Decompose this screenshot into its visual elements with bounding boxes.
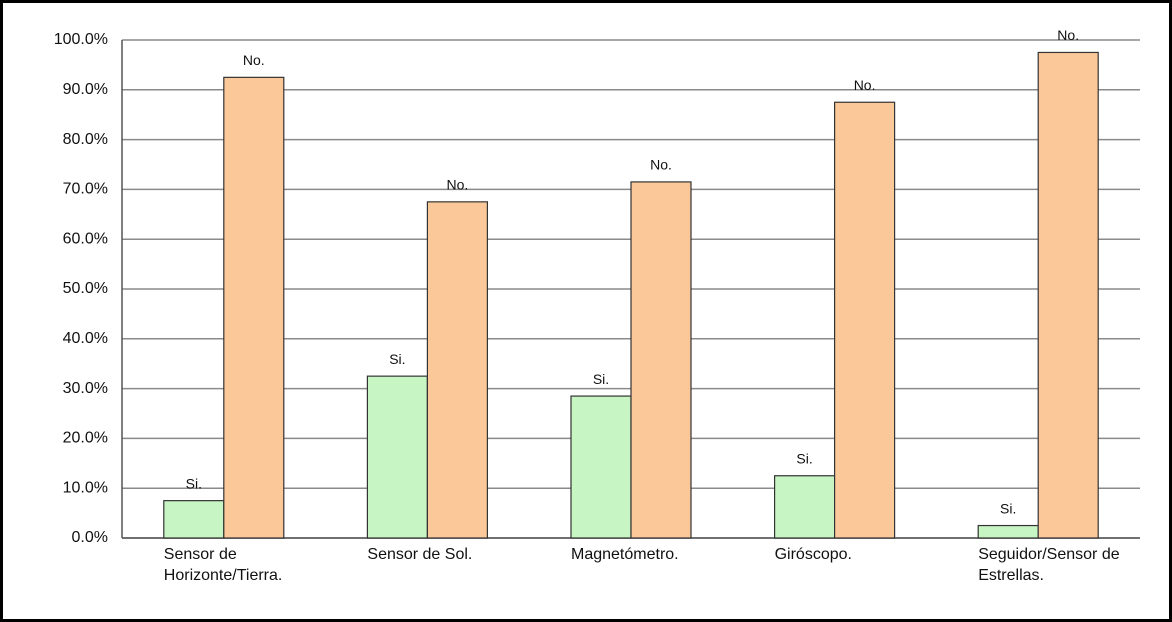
data-label: No. (243, 52, 265, 68)
x-tick-label: Sensor de Sol. (367, 546, 473, 563)
x-tick-label: Magnetómetro. (571, 546, 679, 563)
bar (833, 101, 896, 539)
y-tick-label: 90.0% (63, 81, 108, 98)
y-tick-label: 40.0% (63, 330, 108, 347)
data-label: No. (650, 157, 672, 173)
data-label: Si. (186, 475, 202, 491)
bar (1037, 51, 1099, 539)
y-tick-label: 80.0% (63, 131, 108, 148)
y-tick-label: 20.0% (63, 430, 108, 447)
data-label: Si. (593, 371, 609, 387)
x-tick-label: Sensor de Horizonte/Tierra. (163, 546, 283, 584)
x-tick-label: Giróscopo. (774, 546, 852, 563)
y-tick-label: 70.0% (63, 181, 108, 198)
bar (977, 524, 1039, 539)
bar (223, 76, 285, 539)
y-tick-label: 10.0% (63, 479, 108, 496)
data-label: Si. (796, 450, 812, 466)
data-label: Si. (389, 351, 405, 367)
y-tick-label: 50.0% (63, 280, 108, 297)
data-label: No. (447, 177, 469, 193)
bar (773, 475, 836, 539)
bar (570, 395, 632, 539)
bar (630, 181, 692, 539)
y-tick-label: 0.0% (72, 529, 108, 546)
x-tick-label: Seguidor/Sensor de Estrellas. (978, 546, 1120, 584)
y-tick-label: 100.0% (54, 31, 108, 48)
y-tick-label: 60.0% (63, 230, 108, 247)
data-label: No. (854, 77, 876, 93)
bar (366, 375, 428, 539)
y-tick-label: 30.0% (63, 380, 108, 397)
data-label: No. (1057, 27, 1079, 43)
data-label: Si. (1000, 500, 1016, 516)
bar (426, 201, 488, 539)
bar (163, 500, 225, 539)
